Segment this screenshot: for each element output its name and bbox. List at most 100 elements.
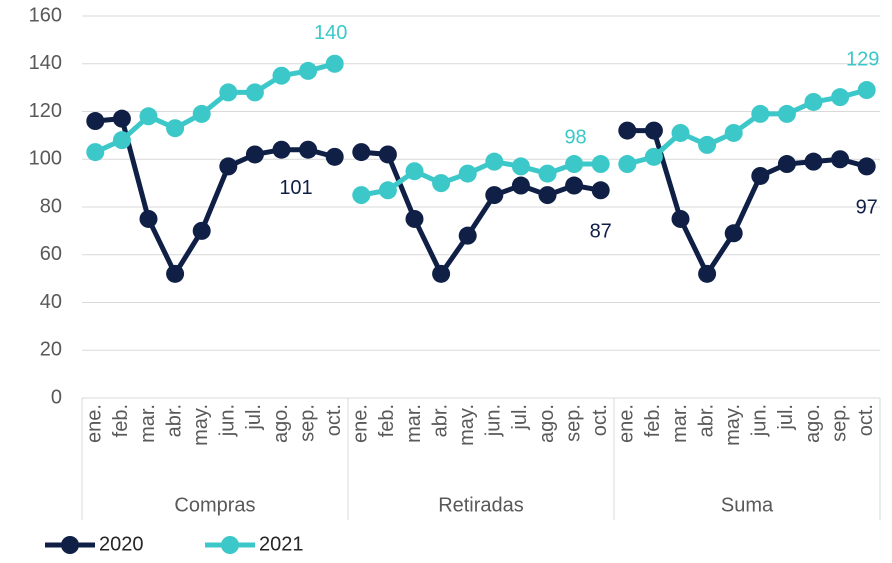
marker bbox=[565, 176, 584, 195]
x-tick-label: jul. bbox=[775, 404, 797, 431]
marker bbox=[618, 155, 637, 174]
marker bbox=[458, 226, 477, 245]
marker bbox=[219, 157, 238, 176]
x-tick-label: feb. bbox=[110, 404, 132, 437]
marker bbox=[751, 104, 770, 123]
marker bbox=[777, 104, 796, 123]
marker bbox=[86, 143, 105, 162]
marker bbox=[485, 186, 504, 205]
x-tick-label: mar. bbox=[137, 404, 159, 443]
marker bbox=[751, 166, 770, 185]
marker bbox=[591, 181, 610, 200]
marker bbox=[192, 104, 211, 123]
data-label: 101 bbox=[279, 177, 312, 199]
x-tick-label: feb. bbox=[376, 404, 398, 437]
y-tick-label: 0 bbox=[51, 386, 62, 408]
marker bbox=[405, 209, 424, 228]
x-tick-label: ene. bbox=[84, 404, 106, 443]
marker bbox=[378, 181, 397, 200]
series-line bbox=[360, 159, 601, 198]
y-tick-label: 80 bbox=[40, 195, 62, 217]
x-tick-label: abr. bbox=[163, 404, 185, 437]
marker bbox=[112, 131, 131, 150]
marker bbox=[86, 112, 105, 131]
legend-marker bbox=[221, 536, 239, 554]
x-tick-label: sep. bbox=[828, 404, 850, 442]
series-line bbox=[627, 128, 868, 277]
marker bbox=[166, 264, 185, 283]
group-label: Retiradas bbox=[438, 494, 524, 516]
x-tick-label: may. bbox=[456, 404, 478, 446]
marker bbox=[352, 186, 371, 205]
marker bbox=[857, 81, 876, 100]
legend-label: 2021 bbox=[259, 533, 304, 555]
marker bbox=[857, 157, 876, 176]
x-tick-label: ene. bbox=[616, 404, 638, 443]
x-tick-label: ago. bbox=[536, 404, 558, 443]
marker bbox=[192, 221, 211, 240]
marker bbox=[804, 152, 823, 171]
x-tick-label: ago. bbox=[802, 404, 824, 443]
x-tick-label: oct. bbox=[855, 404, 877, 436]
data-label: 129 bbox=[846, 48, 879, 70]
marker bbox=[511, 176, 530, 195]
x-tick-label: abr. bbox=[695, 404, 717, 437]
marker bbox=[644, 147, 663, 166]
x-tick-label: oct. bbox=[323, 404, 345, 436]
legend-label: 2020 bbox=[99, 533, 144, 555]
marker bbox=[245, 145, 264, 164]
marker bbox=[671, 209, 690, 228]
marker bbox=[378, 145, 397, 164]
data-label: 97 bbox=[856, 197, 878, 219]
x-tick-label: may. bbox=[190, 404, 212, 446]
x-tick-label: sep. bbox=[296, 404, 318, 442]
x-tick-label: ene. bbox=[350, 404, 372, 443]
x-tick-label: jun. bbox=[749, 404, 771, 437]
marker bbox=[644, 121, 663, 140]
y-tick-label: 100 bbox=[29, 148, 62, 170]
x-tick-label: mar. bbox=[669, 404, 691, 443]
series-line bbox=[94, 61, 336, 155]
marker bbox=[671, 123, 690, 142]
x-tick-label: mar. bbox=[403, 404, 425, 443]
marker bbox=[299, 61, 318, 80]
marker bbox=[698, 135, 717, 154]
marker bbox=[831, 88, 850, 107]
marker bbox=[698, 264, 717, 283]
series-line bbox=[361, 149, 602, 277]
marker bbox=[618, 121, 637, 140]
marker bbox=[272, 66, 291, 85]
marker bbox=[272, 140, 291, 159]
marker bbox=[804, 92, 823, 111]
data-label: 140 bbox=[314, 22, 347, 44]
marker bbox=[591, 155, 610, 174]
marker bbox=[724, 123, 743, 142]
marker bbox=[458, 164, 477, 183]
x-tick-label: jul. bbox=[509, 404, 531, 431]
marker bbox=[538, 186, 557, 205]
marker bbox=[299, 140, 318, 159]
marker bbox=[831, 150, 850, 169]
marker bbox=[538, 164, 557, 183]
x-tick-label: feb. bbox=[642, 404, 664, 437]
marker bbox=[724, 224, 743, 243]
x-tick-label: sep. bbox=[562, 404, 584, 442]
marker bbox=[405, 162, 424, 181]
marker bbox=[432, 264, 451, 283]
marker bbox=[432, 174, 451, 193]
x-tick-label: jul. bbox=[243, 404, 265, 431]
marker bbox=[777, 155, 796, 174]
marker bbox=[485, 152, 504, 171]
x-tick-label: oct. bbox=[589, 404, 611, 436]
data-label: 87 bbox=[590, 221, 612, 243]
y-tick-label: 60 bbox=[40, 243, 62, 265]
y-tick-label: 140 bbox=[29, 52, 62, 74]
group-label: Compras bbox=[174, 494, 255, 516]
x-tick-label: may. bbox=[722, 404, 744, 446]
y-tick-label: 120 bbox=[29, 100, 62, 122]
data-label: 98 bbox=[564, 126, 586, 148]
legend-marker bbox=[61, 536, 79, 554]
marker bbox=[325, 54, 344, 73]
marker bbox=[565, 155, 584, 174]
